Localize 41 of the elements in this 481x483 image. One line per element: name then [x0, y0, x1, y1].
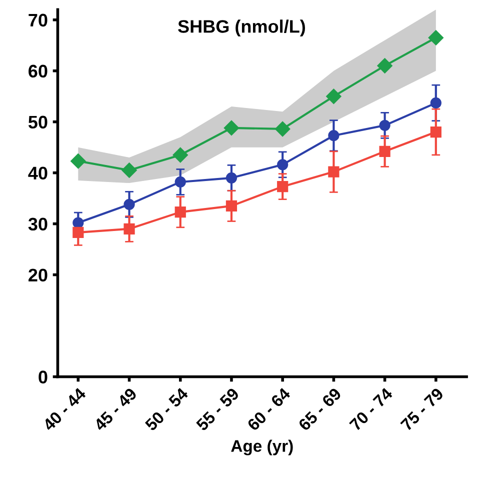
- point: [124, 223, 135, 234]
- point: [275, 121, 290, 137]
- point: [72, 217, 84, 228]
- point: [174, 206, 186, 218]
- x-tick-label: 60 - 64: [246, 386, 292, 432]
- x-tick-label: 45 - 49: [93, 387, 138, 432]
- point: [277, 159, 288, 170]
- point: [328, 130, 340, 142]
- point: [172, 147, 188, 163]
- point: [124, 198, 135, 210]
- x-tick-label: 70 - 74: [348, 386, 394, 432]
- y-tick-label: 0: [38, 370, 48, 384]
- x-axis-title: Age (yr): [231, 440, 293, 456]
- point: [430, 126, 442, 138]
- point: [226, 172, 238, 184]
- point: [226, 200, 238, 212]
- text: SHBG (nmol/L): [178, 20, 305, 36]
- x-tick-label: 65 - 69: [298, 387, 342, 432]
- point: [174, 176, 186, 188]
- y-tick-label: 70: [28, 14, 48, 27]
- point: [428, 30, 444, 46]
- y-tick-label: 30: [28, 218, 48, 231]
- y-tick-label: 50: [28, 116, 48, 129]
- point: [430, 97, 442, 109]
- y-tick-label: 20: [28, 268, 48, 282]
- point: [328, 166, 340, 178]
- point: [379, 120, 390, 131]
- point: [122, 162, 137, 178]
- x-tick-label: 50 - 54: [144, 386, 189, 432]
- x-tick-label: 75 - 79: [400, 387, 444, 432]
- x-tick-label: 40 - 44: [42, 386, 87, 432]
- point: [277, 181, 288, 192]
- y-tick-label: 40: [28, 166, 48, 180]
- point: [72, 226, 84, 238]
- point: [377, 58, 392, 74]
- point: [326, 88, 342, 104]
- point: [224, 120, 240, 136]
- point: [379, 146, 390, 157]
- y-tick-label: 60: [28, 64, 48, 78]
- point: [70, 154, 86, 169]
- x-tick-label: 55 - 59: [195, 387, 240, 432]
